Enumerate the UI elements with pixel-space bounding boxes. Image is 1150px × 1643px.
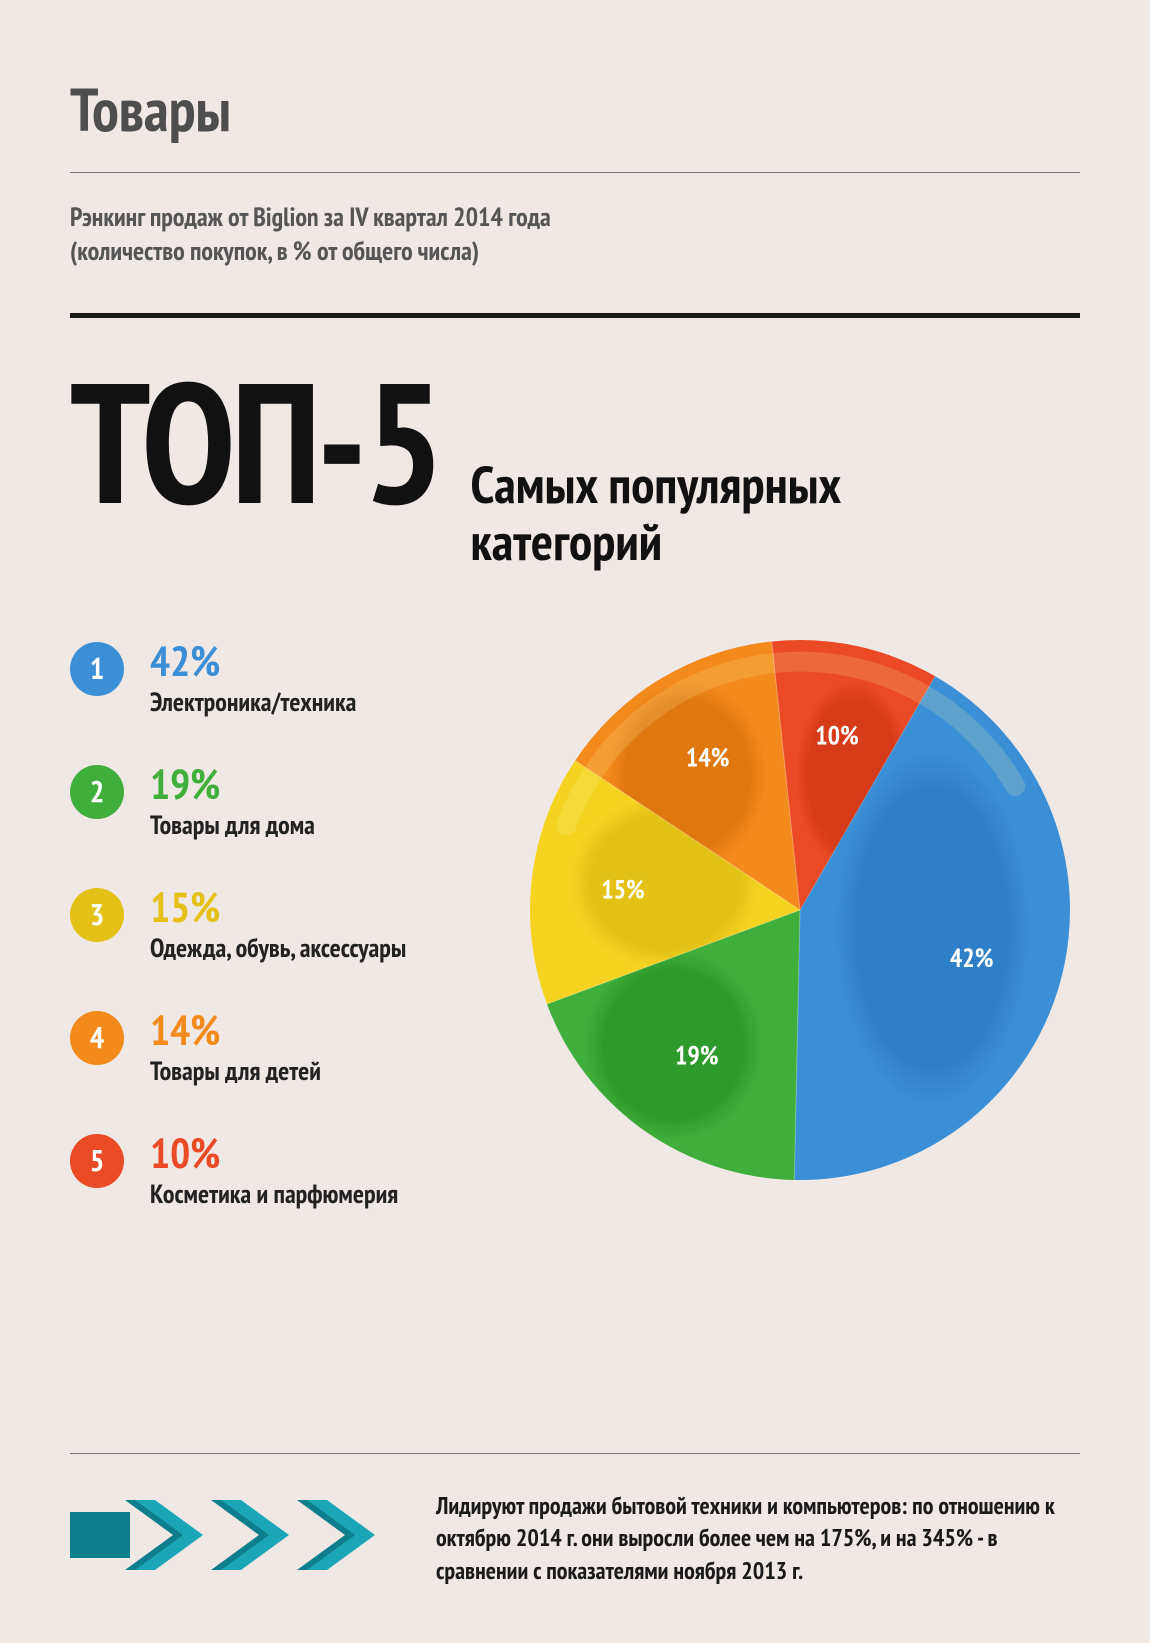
thick-rule bbox=[70, 313, 1080, 318]
legend-rank-badge: 3 bbox=[70, 888, 124, 942]
subtitle-line-1: Рэнкинг продаж от Biglion за IV квартал … bbox=[70, 201, 551, 234]
legend-item: 2 19% Товары для дома bbox=[70, 763, 510, 842]
legend-item: 3 15% Одежда, обувь, аксессуары bbox=[70, 886, 510, 965]
legend-item: 4 14% Товары для детей bbox=[70, 1009, 510, 1088]
footer: Лидируют продажи бытовой техники и компь… bbox=[70, 1453, 1080, 1587]
pie-slice-label: 42% bbox=[950, 942, 994, 975]
legend-label: Электроника/техника bbox=[150, 686, 356, 719]
top5-heading: ТОП-5 Самых популярных категорий bbox=[70, 364, 1080, 570]
legend-rank-badge: 2 bbox=[70, 765, 124, 819]
top5-big: ТОП-5 bbox=[70, 364, 441, 517]
legend-item: 1 42% Электроника/техника bbox=[70, 640, 510, 719]
legend-label: Косметика и парфюмерия bbox=[150, 1178, 398, 1211]
legend-rank-badge: 1 bbox=[70, 642, 124, 696]
arrow-chevron-icon bbox=[70, 1490, 400, 1580]
pie-slice-label: 14% bbox=[686, 742, 730, 775]
pie-legend: 1 42% Электроника/техника 2 19% Товары для до… bbox=[70, 620, 510, 1255]
pie-slice-label: 10% bbox=[815, 720, 859, 753]
top5-sub: Самых популярных категорий bbox=[471, 456, 842, 570]
thin-rule-bottom bbox=[70, 1453, 1080, 1454]
page-title: Товары bbox=[70, 70, 1080, 148]
pie-slice-label: 15% bbox=[601, 873, 645, 906]
footer-text: Лидируют продажи бытовой техники и компь… bbox=[436, 1490, 1080, 1587]
legend-percent: 15% bbox=[150, 886, 406, 928]
legend-label: Одежда, обувь, аксессуары bbox=[150, 932, 406, 965]
legend-label: Товары для детей bbox=[150, 1055, 321, 1088]
pie-slice-label: 19% bbox=[675, 1039, 719, 1072]
thin-rule-top bbox=[70, 172, 1080, 173]
legend-percent: 42% bbox=[150, 640, 356, 682]
subtitle-line-2: (количество покупок, в % от общего числа… bbox=[70, 235, 479, 268]
legend-percent: 14% bbox=[150, 1009, 321, 1051]
legend-label: Товары для дома bbox=[150, 809, 315, 842]
top5-sub-line-2: категорий bbox=[471, 508, 663, 575]
legend-rank-badge: 4 bbox=[70, 1011, 124, 1065]
pie-chart: 42% 19% 15% 14% 10% bbox=[510, 620, 1090, 1205]
legend-percent: 19% bbox=[150, 763, 315, 805]
page-subtitle: Рэнкинг продаж от Biglion за IV квартал … bbox=[70, 201, 1080, 269]
legend-rank-badge: 5 bbox=[70, 1134, 124, 1188]
legend-percent: 10% bbox=[150, 1132, 398, 1174]
legend-item: 5 10% Косметика и парфюмерия bbox=[70, 1132, 510, 1211]
